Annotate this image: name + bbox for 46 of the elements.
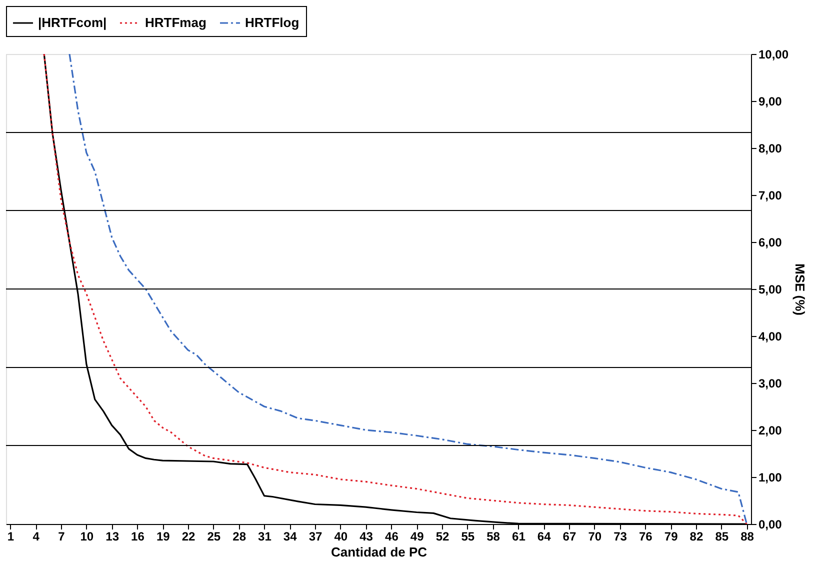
x-tick-label: 22 xyxy=(182,530,196,544)
x-tick-label: 19 xyxy=(156,530,170,544)
x-tick-label: 64 xyxy=(537,530,552,544)
y-tick-label: 1,00 xyxy=(758,470,782,484)
x-tick-label: 70 xyxy=(588,530,602,544)
legend-label: HRTFmag xyxy=(145,15,206,30)
x-tick-label: 10 xyxy=(80,530,94,544)
y-tick-label: 0,00 xyxy=(758,518,782,532)
x-tick-label: 1 xyxy=(7,530,14,544)
x-tick-label: 13 xyxy=(106,530,120,544)
x-tick-label: 40 xyxy=(334,530,348,544)
x-tick-label: 76 xyxy=(638,530,653,544)
y-tick-label: 5,00 xyxy=(758,282,782,296)
x-tick-label: 43 xyxy=(360,530,374,544)
x-tick-label: 67 xyxy=(562,530,576,544)
x-tick-label: 52 xyxy=(436,530,450,544)
y-tick-label: 6,00 xyxy=(758,236,782,250)
x-tick-label: 7 xyxy=(58,530,66,544)
y-tick-label: 2,00 xyxy=(758,424,782,438)
y-tick-label: 3,00 xyxy=(758,376,782,390)
x-tick-label: 82 xyxy=(690,530,704,544)
x-tick-label: 34 xyxy=(283,530,298,544)
y-tick-label: 4,00 xyxy=(758,330,782,344)
x-tick-label: 61 xyxy=(512,530,526,544)
y-tick-label: 7,00 xyxy=(758,188,782,202)
x-tick-label: 55 xyxy=(461,530,475,544)
y-tick-label: 10,00 xyxy=(758,48,789,62)
x-tick-label: 88 xyxy=(740,530,754,544)
x-tick-label: 25 xyxy=(207,530,221,544)
x-axis-title: Cantidad de PC xyxy=(330,544,428,560)
x-tick-label: 85 xyxy=(715,530,729,544)
x-tick-label: 37 xyxy=(308,530,322,544)
x-tick-label: 73 xyxy=(614,530,628,544)
legend-label: HRTFlog xyxy=(245,15,300,30)
x-tick-label: 16 xyxy=(131,530,145,544)
x-tick-label: 58 xyxy=(486,530,500,544)
legend-label: |HRTFcom| xyxy=(38,15,107,30)
y-axis-title: MSE (%) xyxy=(792,264,808,316)
y-tick-label: 8,00 xyxy=(758,142,782,156)
x-tick-label: 4 xyxy=(32,530,40,544)
x-tick-label: 46 xyxy=(385,530,399,544)
x-tick-label: 28 xyxy=(232,530,246,544)
x-tick-label: 31 xyxy=(258,530,272,544)
y-tick-label: 9,00 xyxy=(758,94,782,108)
x-tick-label: 79 xyxy=(664,530,678,544)
x-tick-label: 49 xyxy=(410,530,424,544)
